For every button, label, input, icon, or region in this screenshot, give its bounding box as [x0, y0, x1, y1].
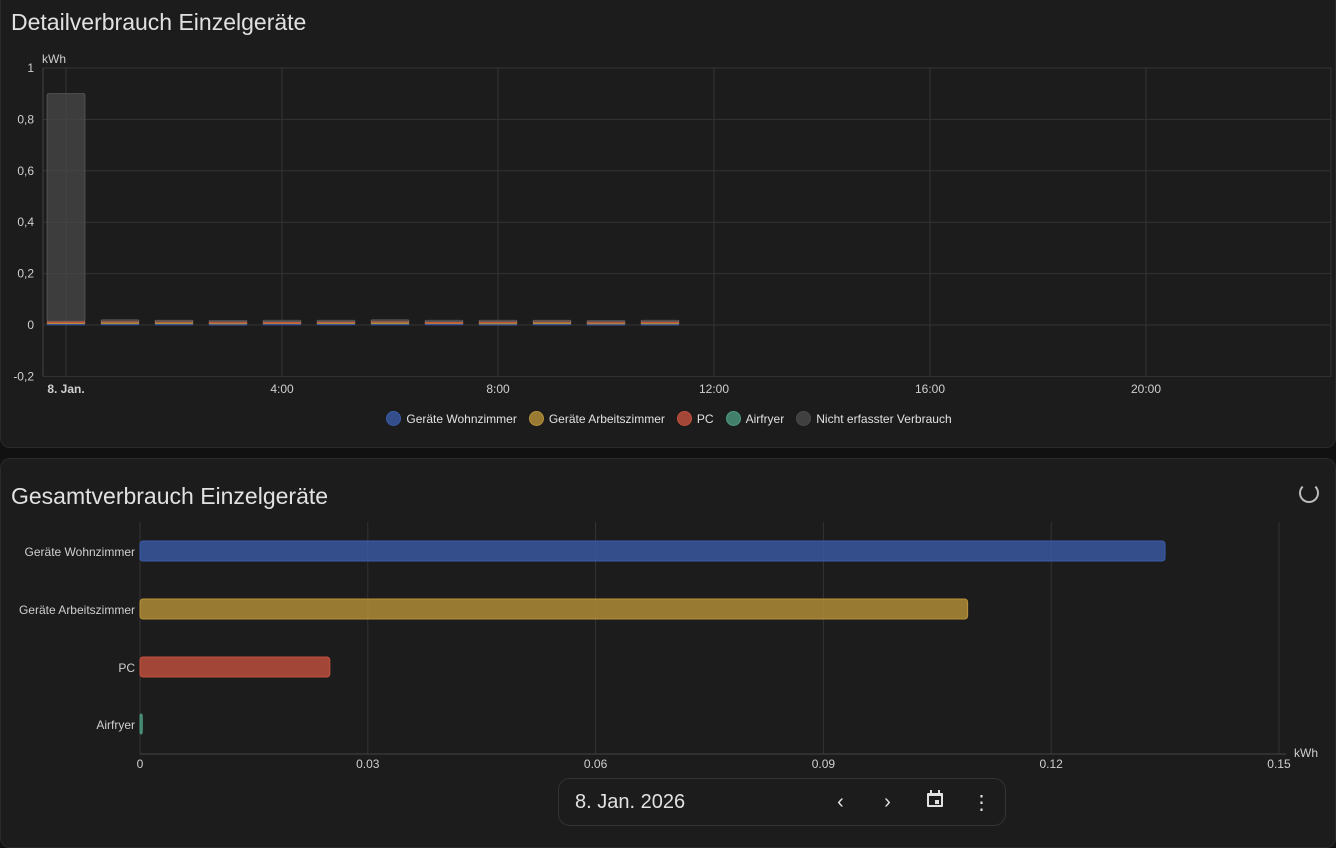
y-category-label: Airfryer — [96, 718, 135, 732]
x-tick-label: 4:00 — [270, 382, 294, 396]
x-tick-label: 8:00 — [486, 382, 510, 396]
bar-segment — [532, 319, 572, 322]
legend-item[interactable]: Airfryer — [725, 411, 785, 426]
legend-label: Geräte Wohnzimmer — [406, 412, 517, 426]
bar — [139, 540, 1166, 562]
y-tick-label: 0,2 — [17, 267, 34, 281]
bar — [139, 598, 969, 620]
legend-item[interactable]: Nicht erfasster Verbrauch — [796, 411, 952, 426]
more-options-button[interactable]: ⋮ — [971, 791, 992, 814]
prev-day-button[interactable]: ‹ — [837, 790, 844, 813]
bar-segment — [370, 319, 410, 322]
y-tick-label: 0,8 — [17, 112, 34, 126]
legend-item[interactable]: PC — [676, 411, 714, 426]
bar-segment — [154, 319, 194, 322]
legend-label: Geräte Arbeitszimmer — [548, 412, 665, 426]
detail-chart: kWh 1 0,8 0,6 0,4 0,2 0 -0,2 8. Jan. 4:00 8:00 12:0… — [13, 52, 1332, 396]
next-day-button[interactable]: › — [884, 790, 891, 813]
x-tick-label: 8. Jan. — [47, 382, 84, 396]
x-tick-label: 0.15 — [1267, 757, 1291, 771]
x-tick-label: 0.12 — [1039, 757, 1063, 771]
bar-segment — [424, 319, 464, 322]
bar-segment — [640, 319, 680, 322]
legend-swatch — [676, 411, 692, 426]
bar-segment — [100, 319, 140, 322]
legend-item[interactable]: Geräte Wohnzimmer — [386, 411, 517, 426]
y-tick-label: 0 — [27, 318, 34, 332]
bar — [139, 713, 143, 735]
legend-swatch — [386, 411, 402, 426]
y-tick-label: 0,4 — [17, 215, 34, 229]
legend-swatch — [796, 411, 812, 426]
current-date[interactable]: 8. Jan. 2026 — [575, 790, 686, 813]
bar-segment — [478, 319, 518, 322]
y-tick-label: -0,2 — [13, 369, 34, 383]
chart-legend: Geräte Wohnzimmer Geräte Arbeitszimmer PC A… — [1, 411, 1336, 426]
y-category-label: PC — [118, 661, 135, 675]
card-title: Detailverbrauch Einzelgeräte — [11, 9, 307, 35]
bar-segment — [262, 319, 302, 322]
legend-item[interactable]: Geräte Arbeitszimmer — [528, 411, 665, 426]
bar-segment — [46, 93, 86, 322]
legend-label: Nicht erfasster Verbrauch — [816, 412, 952, 426]
bar-segment — [208, 320, 248, 323]
x-tick-label: 12:00 — [699, 382, 729, 396]
legend-swatch — [528, 411, 544, 426]
x-tick-label: 0.06 — [584, 757, 608, 771]
card-title: Gesamtverbrauch Einzelgeräte — [11, 483, 329, 509]
y-tick-label: 0,6 — [17, 164, 34, 178]
x-axis-unit: kWh — [1294, 746, 1318, 760]
x-tick-label: 16:00 — [915, 382, 945, 396]
legend-label: PC — [696, 412, 714, 426]
detail-card: Detailverbrauch Einzelgeräte kWh 1 0,8 0,6 0… — [0, 0, 1336, 448]
calendar-icon[interactable] — [911, 789, 958, 815]
x-tick-label: 0.09 — [812, 757, 836, 771]
y-tick-label: 1 — [27, 61, 34, 75]
x-tick-label: 0.03 — [356, 757, 380, 771]
y-category-label: Geräte Wohnzimmer — [25, 545, 135, 559]
y-category-label: Geräte Arbeitszimmer — [19, 603, 135, 617]
bar — [139, 656, 331, 678]
bar-segment — [316, 319, 356, 322]
date-picker-bar: 8. Jan. 2026 ‹ › ⋮ — [558, 778, 1006, 826]
bar-segment — [586, 320, 626, 323]
legend-label: Airfryer — [745, 412, 785, 426]
y-axis-unit: kWh — [42, 52, 66, 66]
x-tick-label: 0 — [137, 757, 144, 771]
x-tick-label: 20:00 — [1131, 382, 1161, 396]
legend-swatch — [725, 411, 741, 426]
refresh-icon[interactable] — [1299, 483, 1319, 503]
